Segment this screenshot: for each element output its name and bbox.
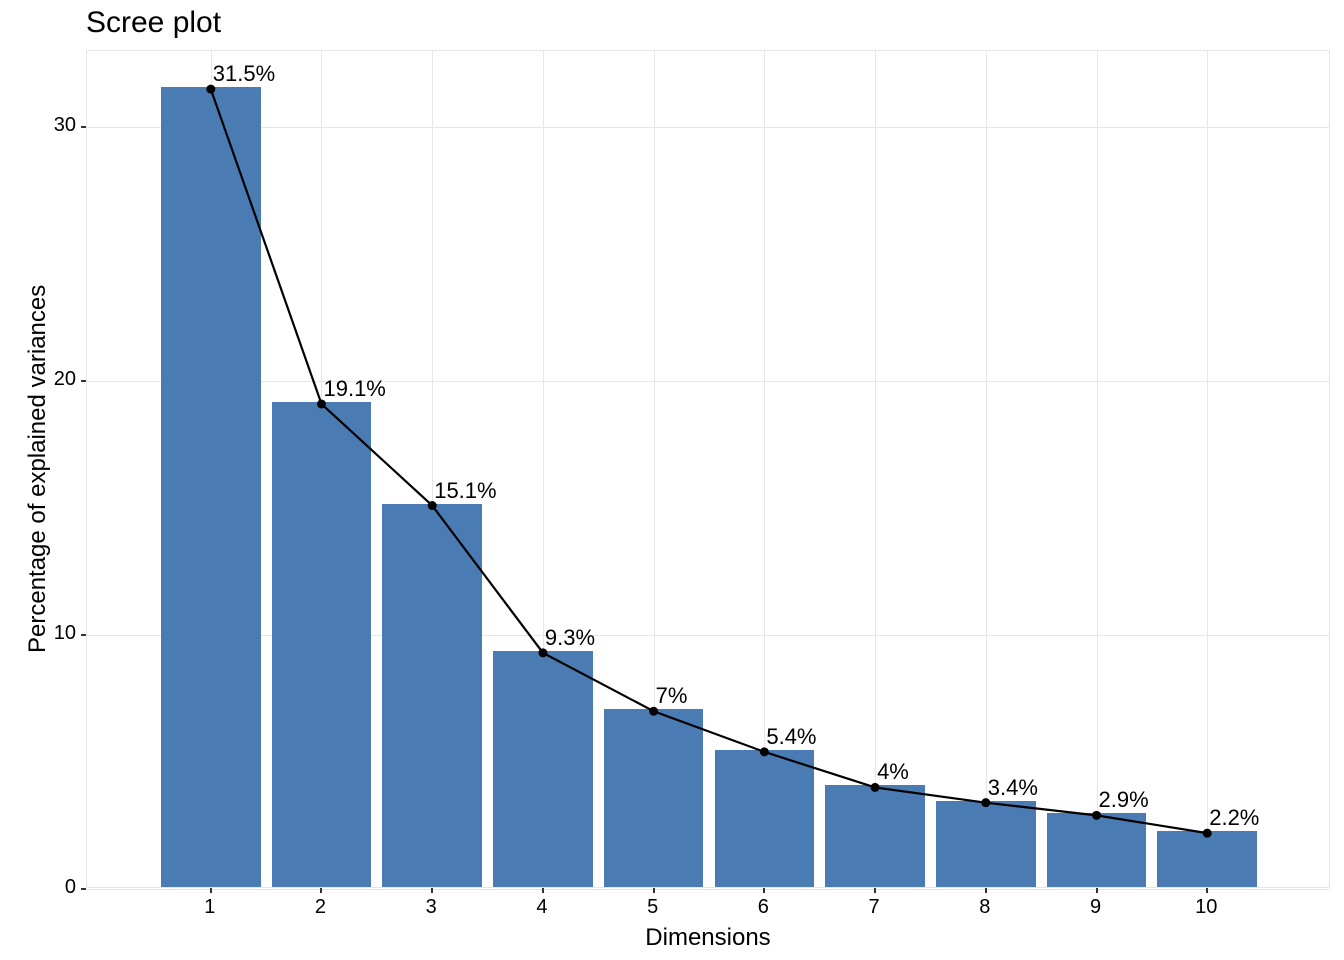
x-tick-mark: [320, 888, 322, 893]
data-label: 15.1%: [434, 478, 496, 504]
x-tick-label: 7: [869, 896, 880, 919]
data-label: 4%: [877, 759, 909, 785]
x-tick-label: 8: [979, 896, 990, 919]
x-tick-mark: [874, 888, 876, 893]
x-tick-label: 9: [1090, 896, 1101, 919]
grid-line-vertical: [1097, 51, 1098, 887]
bar: [715, 750, 815, 887]
x-tick-mark: [542, 888, 544, 893]
data-label: 7%: [656, 683, 688, 709]
chart-title: Scree plot: [86, 6, 221, 40]
grid-line-vertical: [986, 51, 987, 887]
x-tick-mark: [431, 888, 433, 893]
x-tick-label: 4: [536, 896, 547, 919]
x-tick-label: 3: [426, 896, 437, 919]
x-tick-label: 5: [647, 896, 658, 919]
y-axis-label: Percentage of explained variances: [24, 285, 52, 653]
grid-line-horizontal: [87, 381, 1329, 382]
bar: [604, 709, 704, 887]
bar: [1047, 813, 1147, 887]
y-tick-label: 20: [26, 368, 76, 391]
x-tick-label: 1: [204, 896, 215, 919]
x-tick-label: 10: [1195, 896, 1217, 919]
y-tick-label: 30: [26, 114, 76, 137]
x-tick-label: 6: [758, 896, 769, 919]
x-tick-mark: [210, 888, 212, 893]
x-tick-mark: [1096, 888, 1098, 893]
data-label: 2.9%: [1099, 787, 1149, 813]
x-tick-mark: [653, 888, 655, 893]
grid-line-vertical: [875, 51, 876, 887]
bar: [936, 801, 1036, 887]
bar: [161, 87, 261, 887]
grid-line-vertical: [1207, 51, 1208, 887]
data-label: 31.5%: [213, 61, 275, 87]
x-axis-label: Dimensions: [645, 924, 770, 952]
bar: [1157, 831, 1257, 887]
bar: [493, 651, 593, 887]
x-tick-mark: [985, 888, 987, 893]
grid-line-horizontal: [87, 889, 1329, 890]
bar: [272, 402, 372, 887]
data-label: 2.2%: [1209, 805, 1259, 831]
y-tick-mark: [81, 888, 86, 890]
x-tick-mark: [763, 888, 765, 893]
y-tick-label: 10: [26, 622, 76, 645]
y-tick-label: 0: [26, 876, 76, 899]
bar: [382, 504, 482, 887]
scree-plot-container: Scree plot Percentage of explained varia…: [0, 0, 1344, 960]
y-tick-mark: [81, 126, 86, 128]
data-label: 9.3%: [545, 625, 595, 651]
bar: [825, 785, 925, 887]
data-label: 5.4%: [766, 724, 816, 750]
grid-line-horizontal: [87, 127, 1329, 128]
data-label: 19.1%: [323, 376, 385, 402]
plot-area: 31.5% 19.1% 15.1% 9.3% 7% 5.4% 4% 3.4% 2.9% 2.2%: [86, 50, 1330, 888]
y-tick-mark: [81, 380, 86, 382]
y-tick-mark: [81, 634, 86, 636]
x-tick-mark: [1206, 888, 1208, 893]
data-label: 3.4%: [988, 775, 1038, 801]
x-tick-label: 2: [315, 896, 326, 919]
